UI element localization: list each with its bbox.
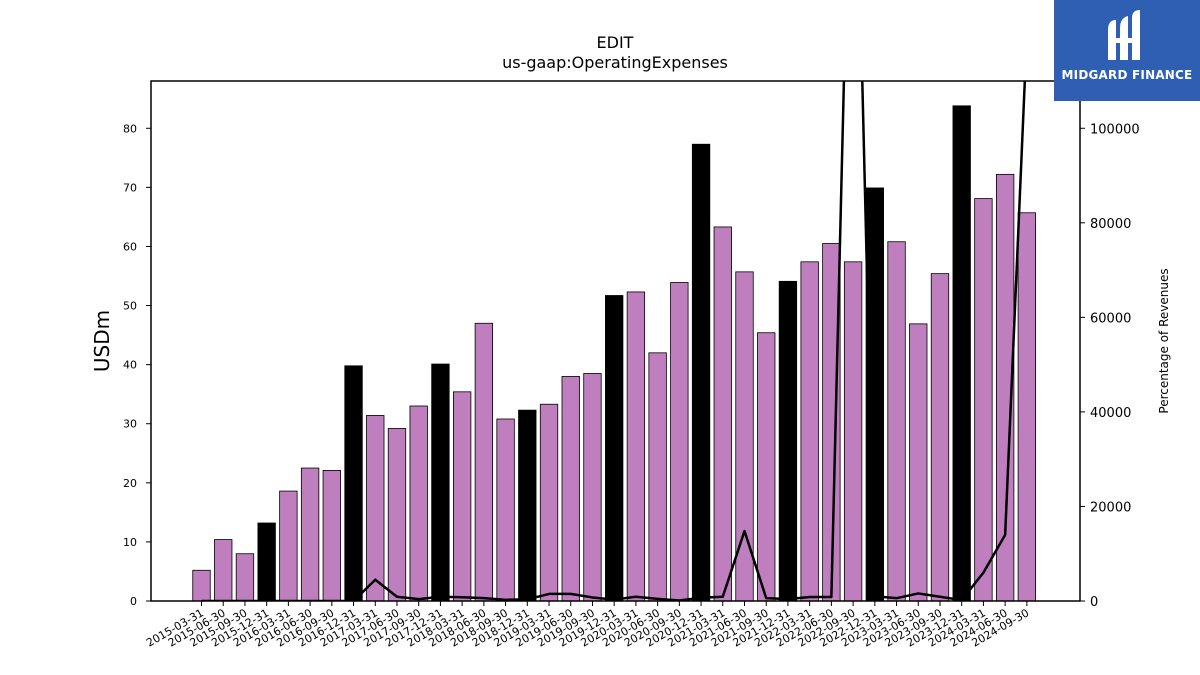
bar-2019-12-31 bbox=[605, 295, 624, 602]
plot-frame bbox=[150, 80, 1081, 602]
chart-title: EDIT bbox=[597, 33, 634, 52]
y2-axis-label: Percentage of Revenues bbox=[1157, 268, 1171, 413]
bars-layer bbox=[192, 105, 1037, 602]
y-tick-label: 20 bbox=[123, 477, 137, 490]
y-tick-label: 70 bbox=[123, 181, 137, 194]
y-tick-label: 60 bbox=[123, 240, 137, 253]
bar-2016-03-31 bbox=[279, 490, 298, 602]
bar-2023-03-31 bbox=[887, 241, 906, 602]
bar-2017-09-30 bbox=[409, 405, 428, 602]
bar-2023-09-30 bbox=[930, 273, 950, 602]
x-axis: 2015-03-312015-06-302015-09-302015-12-31… bbox=[144, 601, 1031, 650]
bar-2015-09-30 bbox=[235, 553, 255, 602]
y-tick-label: 0 bbox=[130, 595, 137, 608]
y-axis-label: USDm bbox=[90, 310, 114, 372]
bar-2016-12-31 bbox=[344, 365, 363, 602]
bar-2018-12-31 bbox=[518, 409, 537, 602]
bar-2015-03-31 bbox=[192, 569, 211, 602]
y2-tick-label: 100000 bbox=[1090, 122, 1140, 137]
right-axis: 0 20000 40000 60000 80000 100000 bbox=[1080, 122, 1140, 610]
bar-2018-06-30 bbox=[474, 322, 494, 602]
bar-2021-03-31 bbox=[713, 226, 732, 602]
bar-2015-06-30 bbox=[214, 539, 233, 602]
bar-2019-06-30 bbox=[561, 376, 580, 602]
y-tick-label: 10 bbox=[123, 536, 137, 549]
y2-tick-label: 60000 bbox=[1090, 311, 1131, 326]
bar-2019-09-30 bbox=[583, 373, 602, 602]
y2-tick-label: 0 bbox=[1090, 595, 1098, 610]
percentage-of-revenues-line bbox=[201, 81, 1027, 601]
bar-2024-09-30 bbox=[1017, 212, 1037, 602]
bar-2023-12-31 bbox=[952, 105, 971, 602]
y2-tick-label: 80000 bbox=[1090, 217, 1131, 232]
bar-2017-06-30 bbox=[387, 428, 407, 602]
bar-2018-09-30 bbox=[496, 418, 515, 602]
y-tick-label: 40 bbox=[123, 359, 137, 372]
logo-text: MIDGARD FINANCE bbox=[1061, 68, 1193, 82]
chart-subtitle: us-gaap:OperatingExpenses bbox=[502, 53, 728, 72]
bar-2017-12-31 bbox=[431, 363, 450, 602]
bar-2020-06-30 bbox=[648, 352, 667, 602]
bar-2016-06-30 bbox=[300, 467, 320, 602]
y-tick-label: 80 bbox=[123, 122, 137, 135]
y2-tick-label: 40000 bbox=[1090, 406, 1131, 421]
bar-2021-09-30 bbox=[757, 332, 776, 602]
bar-2020-03-31 bbox=[626, 291, 646, 602]
y2-tick-label: 20000 bbox=[1090, 500, 1131, 515]
bar-2024-03-31 bbox=[974, 198, 993, 602]
bar-2019-03-31 bbox=[539, 403, 559, 602]
bar-2020-09-30 bbox=[670, 282, 689, 602]
bar-2021-12-31 bbox=[778, 280, 798, 602]
bar-2018-03-31 bbox=[452, 391, 472, 602]
bar-2023-06-30 bbox=[909, 323, 928, 602]
midgard-logo-icon bbox=[1108, 10, 1140, 60]
y-tick-label: 30 bbox=[123, 418, 137, 431]
bar-2016-09-30 bbox=[322, 470, 341, 602]
line-layer bbox=[201, 81, 1027, 601]
bar-2022-03-31 bbox=[800, 261, 819, 602]
bar-2022-09-30 bbox=[843, 261, 863, 602]
bar-2020-12-31 bbox=[691, 143, 711, 602]
y-tick-label: 50 bbox=[123, 300, 137, 313]
left-axis: 0 10 20 30 40 50 60 70 80 bbox=[123, 122, 151, 608]
midgard-finance-logo: MIDGARD FINANCE bbox=[1054, 0, 1200, 101]
bar-2017-03-31 bbox=[366, 415, 385, 602]
bar-2015-12-31 bbox=[257, 522, 276, 602]
